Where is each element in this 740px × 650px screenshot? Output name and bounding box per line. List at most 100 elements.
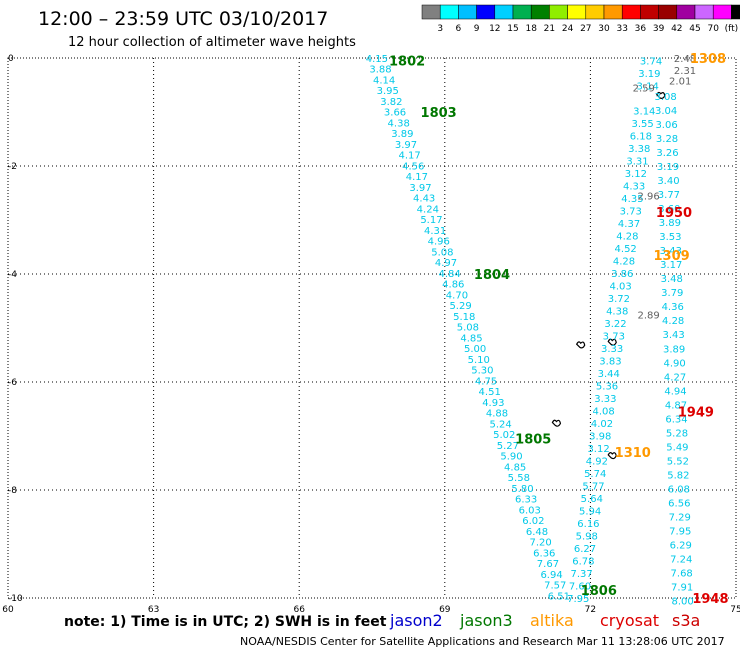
swh-value: 7.91 [671, 583, 693, 594]
swh-value: 5.52 [667, 456, 689, 467]
swh-value: 7.60 [569, 582, 591, 593]
swh-value-grey: 2.89 [638, 311, 660, 322]
colorbar-swatch [439, 4, 459, 20]
swh-value: 3.48 [661, 274, 683, 285]
swh-value: 4.96 [428, 237, 450, 248]
swh-value: 4.28 [613, 257, 635, 268]
colorbar-label: 27 [580, 24, 591, 34]
swh-value: 5.08 [457, 323, 479, 334]
pass-time-label: 1949 [678, 406, 714, 421]
swh-value: 4.43 [413, 194, 435, 205]
swh-value: 3.89 [663, 344, 685, 355]
map-frame [7, 57, 737, 599]
island-outline [551, 419, 562, 427]
swh-value: 3.97 [409, 183, 431, 194]
swh-value: 4.03 [609, 282, 631, 293]
colorbar-swatch [512, 4, 532, 20]
legend-altika: altika [530, 611, 574, 630]
page-title: 12:00 – 23:59 UTC 03/10/2017 [38, 8, 328, 30]
swh-value: 7.29 [669, 513, 691, 524]
swh-value: 7.68 [671, 569, 693, 580]
swh-value: 3.08 [654, 92, 676, 103]
swh-value: 5.98 [576, 532, 598, 543]
swh-value: 6.02 [522, 516, 544, 527]
swh-value: 3.88 [369, 65, 391, 76]
swh-value: 3.43 [660, 246, 682, 257]
swh-value: 3.77 [658, 190, 680, 201]
colorbar-swatch [603, 4, 623, 20]
swh-value: 3.43 [663, 330, 685, 341]
swh-value-grey: 2.31 [674, 66, 696, 77]
swh-value: 4.31 [424, 226, 446, 237]
swh-value: 3.89 [391, 129, 413, 140]
swh-value: 4.08 [593, 407, 615, 418]
pass-time-labels: 1802 1803 1804 1805 1806 1308 1309 1310 1950 1949… [389, 52, 729, 607]
swh-value: 7.24 [670, 555, 692, 566]
legend-s3a: s3a [672, 611, 700, 630]
y-tick-label: -10 [8, 594, 23, 604]
y-tick-label: -4 [8, 270, 17, 280]
swh-value: 4.87 [665, 400, 687, 411]
swh-value: 6.94 [540, 570, 562, 581]
swh-value: 6.08 [668, 485, 690, 496]
swh-value: 3.19 [638, 69, 660, 80]
swh-value: 3.73 [620, 207, 642, 218]
colorbar-label: 15 [507, 24, 518, 34]
swh-value-grey: 2.59 [633, 84, 655, 95]
swh-value: 5.94 [579, 507, 601, 518]
swh-value: 4.24 [417, 204, 439, 215]
x-tick-label: 69 [439, 605, 451, 615]
colorbar-label: 39 [653, 24, 665, 34]
island-outline [575, 341, 586, 349]
swh-value: 6.56 [668, 499, 690, 510]
swh-value: 3.83 [599, 357, 621, 368]
swh-value: 3.95 [377, 86, 399, 97]
swh-value: 3.04 [655, 106, 677, 117]
swh-value: 4.85 [460, 333, 482, 344]
y-tick-label: -8 [8, 486, 17, 496]
swh-value: 3.82 [380, 97, 402, 108]
swh-value: 7.95 [567, 594, 589, 605]
island-outline [607, 452, 617, 460]
swh-value: 4.90 [663, 358, 685, 369]
swh-value: 6.36 [533, 548, 555, 559]
x-tick-label: 75 [730, 605, 740, 615]
swh-value: 5.10 [468, 355, 490, 366]
swh-value: 6.03 [519, 505, 541, 516]
swh-value: 4.75 [475, 376, 497, 387]
swh-value: 4.93 [482, 398, 504, 409]
colorbar-label: 9 [474, 24, 480, 34]
swh-value: 3.14 [637, 82, 659, 93]
swh-value: 3.73 [603, 332, 625, 343]
swh-value: 7.20 [530, 538, 552, 549]
colorbar-swatch [458, 4, 477, 20]
pass-time-label: 1804 [474, 268, 510, 283]
y-tick-label: 0 [8, 54, 14, 64]
x-tick-label: 60 [2, 605, 14, 615]
colorbar-label: 18 [525, 24, 537, 34]
pass-time-label: 1802 [389, 55, 425, 70]
swh-value: 4.17 [398, 151, 420, 162]
swh-value: 3.17 [660, 260, 682, 271]
colorbar-label: (ft) [725, 24, 739, 34]
swh-value: 3.14 [633, 107, 655, 118]
colorbar-swatch [549, 4, 568, 20]
swh-value: 5.82 [667, 470, 689, 481]
swh-value: 4.52 [615, 244, 637, 255]
colorbar-label: 42 [671, 24, 682, 34]
swh-value: 3.19 [657, 162, 679, 173]
swh-value: 4.85 [504, 462, 526, 473]
swh-value: 3.86 [611, 269, 633, 280]
swh-value: 3.40 [657, 176, 679, 187]
swh-value: 3.53 [659, 232, 681, 243]
legend-cryosat: cryosat [600, 611, 659, 630]
swh-value: 3.28 [656, 134, 678, 145]
colorbar-label: 12 [489, 24, 500, 34]
colorbar-swatch [676, 4, 696, 20]
legend-jason2: jason2 [389, 611, 443, 630]
swh-value: 5.80 [511, 484, 533, 495]
colorbar-label: 24 [562, 24, 574, 34]
pass-time-label: 1309 [653, 249, 689, 264]
swh-value: 5.24 [489, 419, 511, 430]
colorbar-swatch [621, 4, 641, 20]
